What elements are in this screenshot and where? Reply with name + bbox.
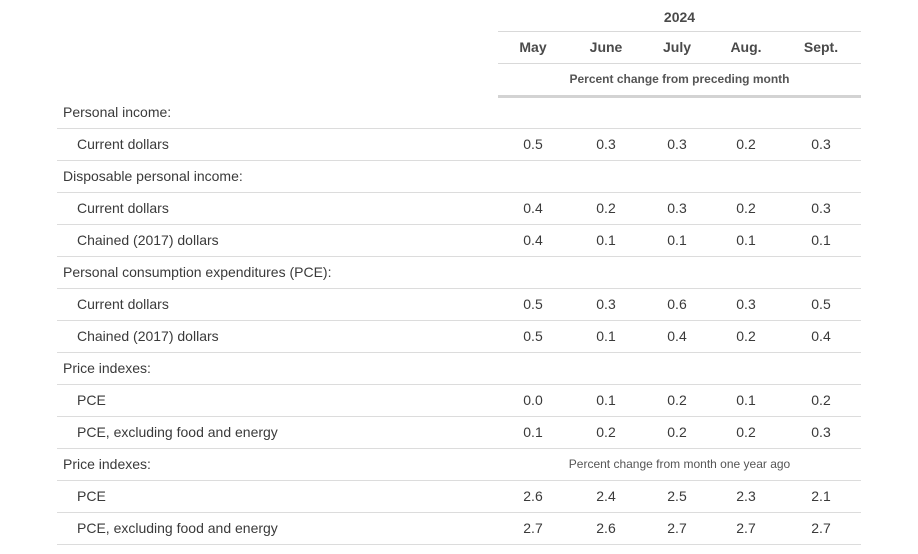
column-header-july: July (662, 39, 692, 55)
section-row: Personal consumption expenditures (PCE): (57, 257, 861, 289)
table-cell: 0.2 (667, 392, 687, 408)
row-label: PCE (77, 488, 106, 504)
table-row: Current dollars 0.5 0.3 0.6 0.3 0.5 (57, 289, 861, 321)
table-cell: 0.3 (811, 200, 831, 216)
table-cell: 0.4 (667, 328, 687, 344)
table-cell: 0.3 (596, 136, 616, 152)
table-cell: 2.5 (667, 488, 687, 504)
row-label: PCE (77, 392, 106, 408)
table-cell: 0.4 (523, 232, 543, 248)
section-label: Price indexes: (63, 360, 151, 376)
section-label: Disposable personal income: (63, 168, 243, 184)
table-cell: 0.3 (667, 136, 687, 152)
table-cell: 0.1 (523, 424, 543, 440)
column-header-sept: Sept. (803, 39, 839, 55)
table-cell: 0.2 (596, 424, 616, 440)
section-row: Disposable personal income: (57, 161, 861, 193)
unit-caption-yoy: Percent change from month one year ago (568, 457, 791, 471)
table-cell: 0.1 (811, 232, 831, 248)
table-cell: 0.6 (667, 296, 687, 312)
section-label: Price indexes: (63, 456, 151, 472)
section-row: Price indexes: (57, 353, 861, 385)
table-cell: 2.7 (811, 520, 831, 536)
row-label: Current dollars (77, 200, 169, 216)
table-cell: 0.1 (596, 232, 616, 248)
table-cell: 2.1 (811, 488, 831, 504)
year-header: 2024 (498, 7, 861, 32)
section-row: Personal income: (57, 97, 861, 129)
table-cell: 2.7 (736, 520, 756, 536)
table-cell: 0.5 (811, 296, 831, 312)
table-cell: 0.2 (736, 136, 756, 152)
table-cell: 2.4 (596, 488, 616, 504)
table-cell: 2.3 (736, 488, 756, 504)
section-row: Price indexes: Percent change from month … (57, 449, 861, 481)
table-row: Chained (2017) dollars 0.4 0.1 0.1 0.1 0.1 (57, 225, 861, 257)
table-cell: 0.3 (811, 136, 831, 152)
table-cell: 0.4 (523, 200, 543, 216)
row-label: Chained (2017) dollars (77, 328, 219, 344)
table-cell: 0.0 (523, 392, 543, 408)
unit-caption: Percent change from preceding month (498, 64, 861, 98)
table-cell: 0.1 (667, 232, 687, 248)
table-cell: 0.2 (736, 200, 756, 216)
table-cell: 0.3 (811, 424, 831, 440)
row-label: Current dollars (77, 136, 169, 152)
table-cell: 0.5 (523, 328, 543, 344)
table-cell: 2.6 (523, 488, 543, 504)
table-cell: 0.1 (596, 328, 616, 344)
row-label: Chained (2017) dollars (77, 232, 219, 248)
table-cell: 0.1 (736, 232, 756, 248)
column-header-june: June (589, 39, 623, 55)
table-cell: 0.3 (596, 296, 616, 312)
table-row: Current dollars 0.4 0.2 0.3 0.2 0.3 (57, 193, 861, 225)
table-cell: 0.2 (811, 392, 831, 408)
section-label: Personal consumption expenditures (PCE): (63, 264, 332, 280)
table-row: PCE 0.0 0.1 0.2 0.1 0.2 (57, 385, 861, 417)
column-header-may: May (519, 39, 547, 55)
table-cell: 0.2 (736, 328, 756, 344)
month-header-row: May June July Aug. Sept. (498, 32, 861, 64)
table-cell: 0.3 (736, 296, 756, 312)
table-cell: 0.3 (667, 200, 687, 216)
table-cell: 0.1 (596, 392, 616, 408)
table-row: PCE, excluding food and energy 2.7 2.6 2.7 2… (57, 513, 861, 545)
table-cell: 2.7 (667, 520, 687, 536)
table-cell: 0.5 (523, 296, 543, 312)
table-cell: 0.4 (811, 328, 831, 344)
table-row: Chained (2017) dollars 0.5 0.1 0.4 0.2 0.4 (57, 321, 861, 353)
table-row: PCE 2.6 2.4 2.5 2.3 2.1 (57, 481, 861, 513)
table-row: PCE, excluding food and energy 0.1 0.2 0.2 0… (57, 417, 861, 449)
table-cell: 0.2 (596, 200, 616, 216)
data-table: Personal income: Current dollars 0.5 0.3 0.3… (57, 97, 861, 545)
row-label: PCE, excluding food and energy (77, 520, 278, 536)
table-cell: 0.5 (523, 136, 543, 152)
table-cell: 0.2 (736, 424, 756, 440)
table-cell: 2.6 (596, 520, 616, 536)
table-cell: 0.2 (667, 424, 687, 440)
row-label: Current dollars (77, 296, 169, 312)
table-row: Current dollars 0.5 0.3 0.3 0.2 0.3 (57, 129, 861, 161)
column-header-aug: Aug. (730, 39, 762, 55)
section-label: Personal income: (63, 104, 172, 120)
row-label: PCE, excluding food and energy (77, 424, 278, 440)
table-cell: 2.7 (523, 520, 543, 536)
table-cell: 0.1 (736, 392, 756, 408)
